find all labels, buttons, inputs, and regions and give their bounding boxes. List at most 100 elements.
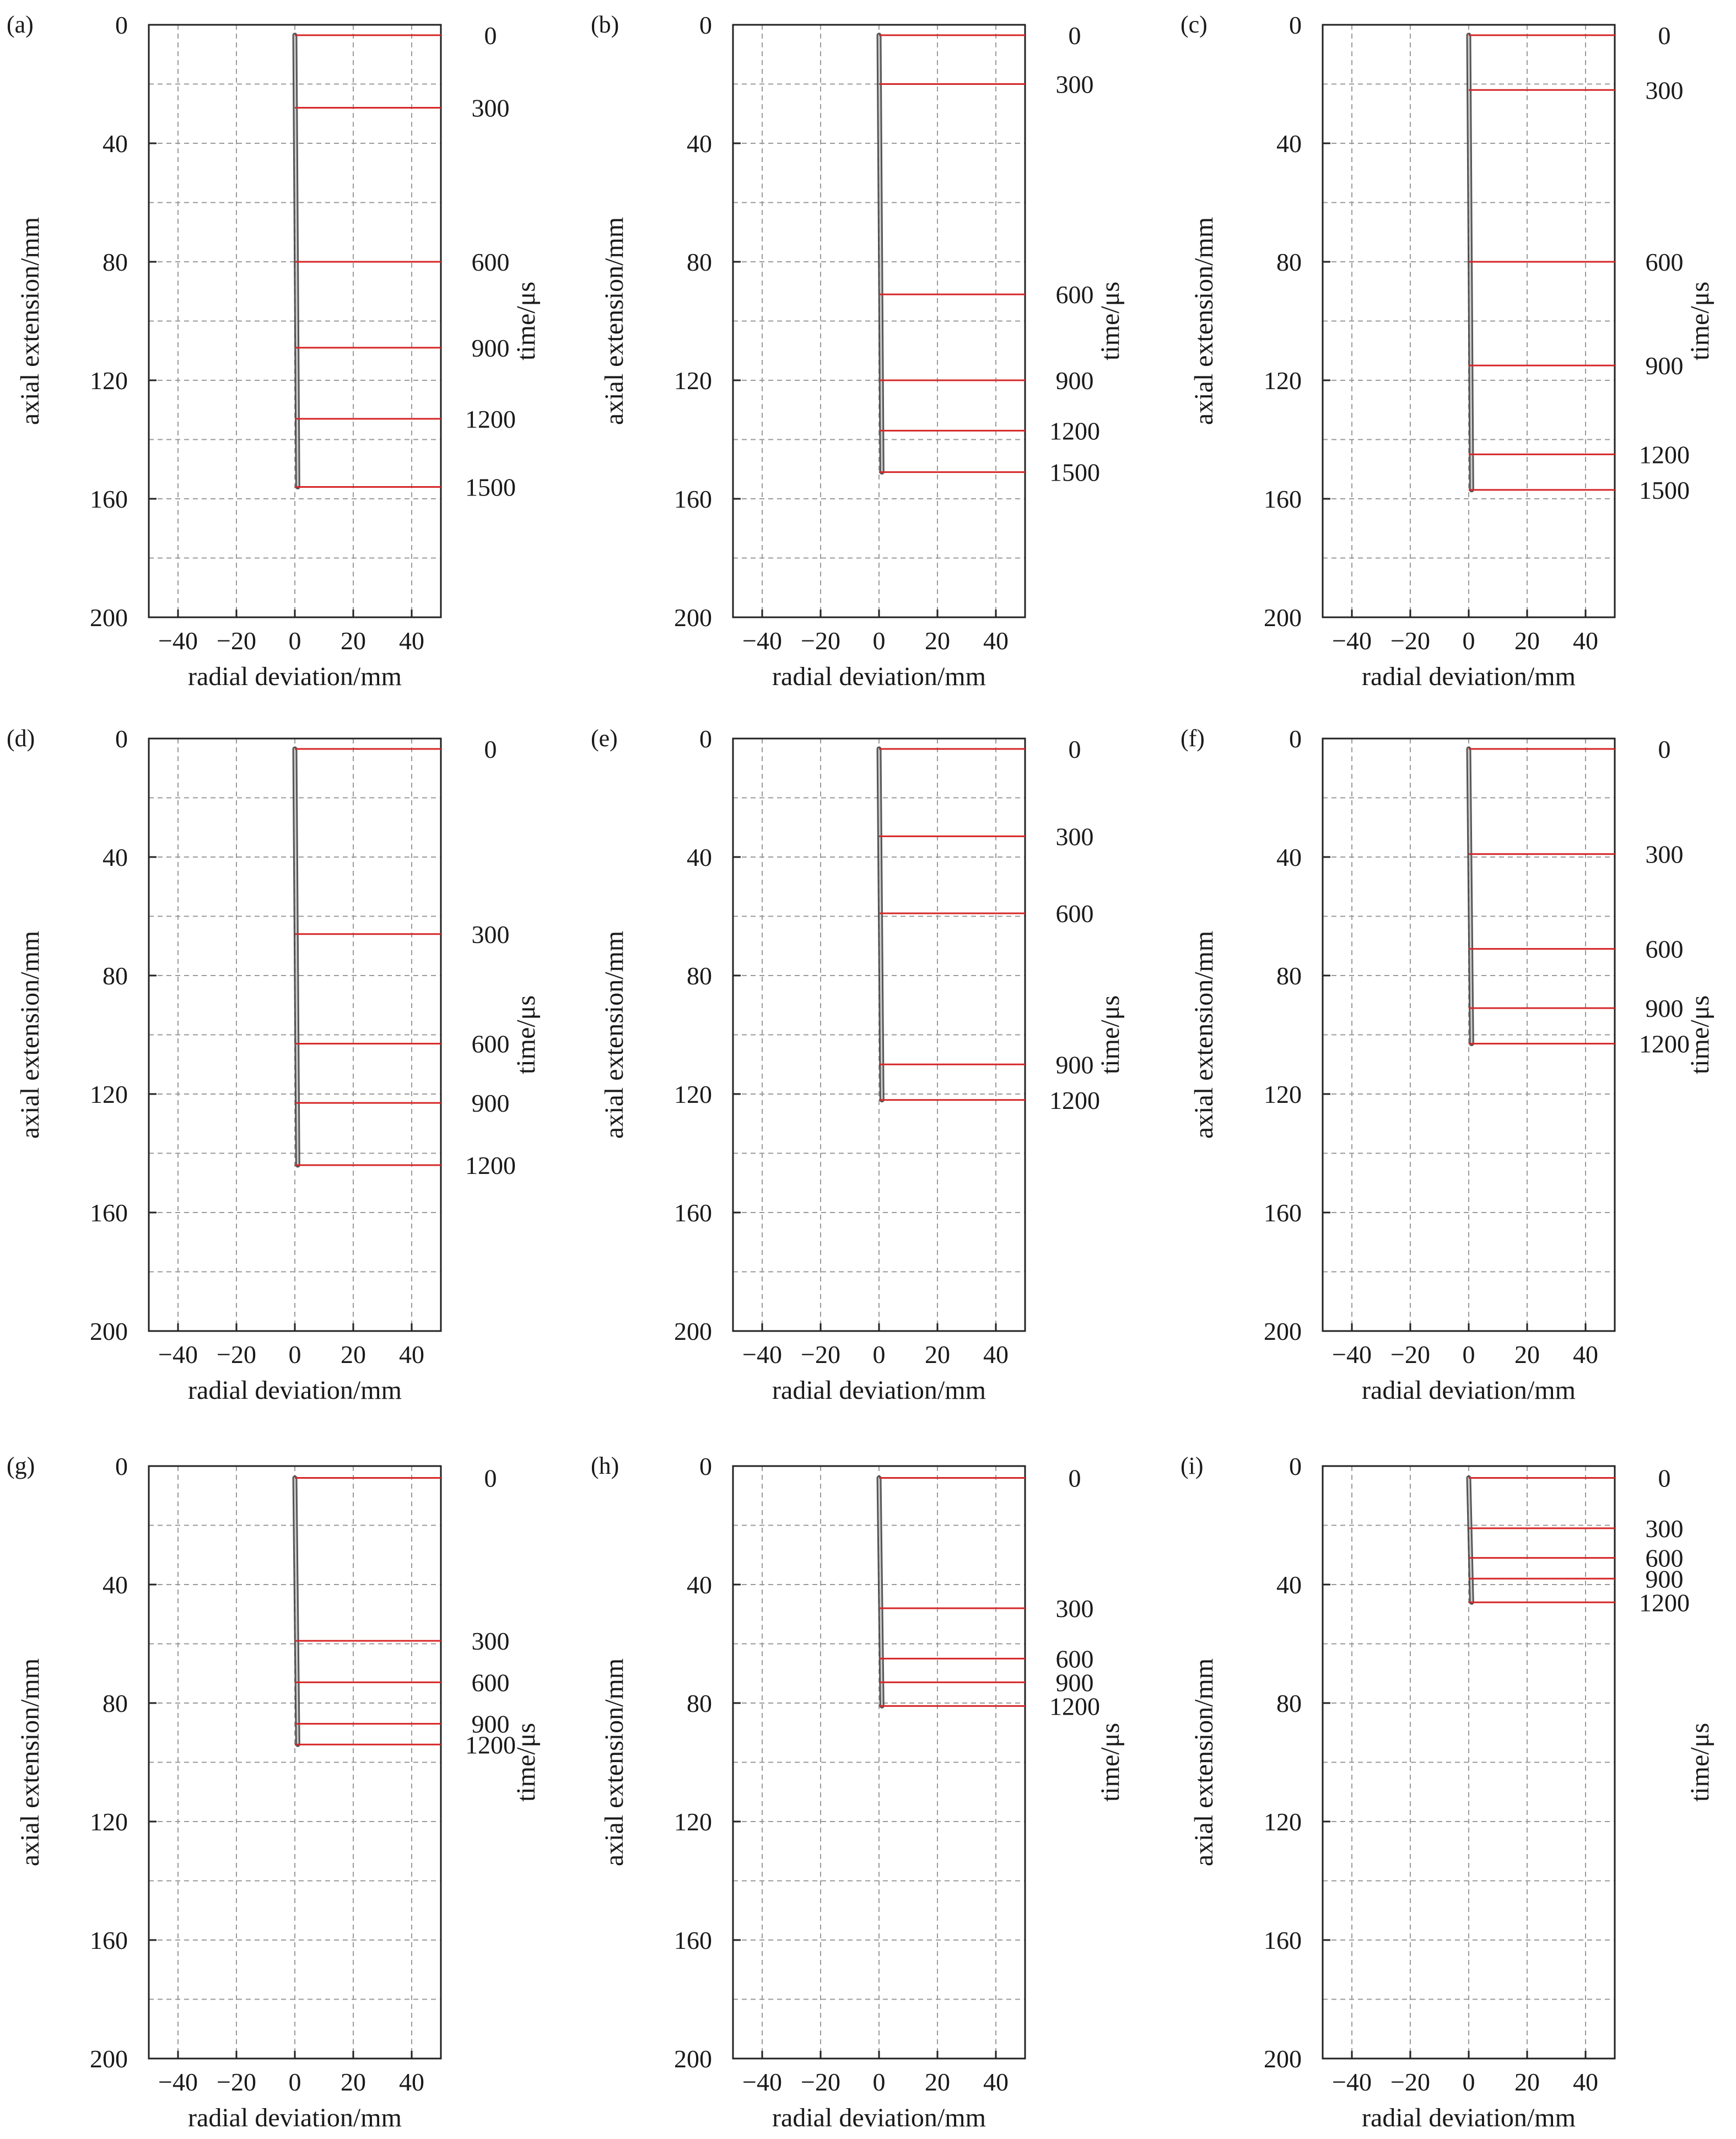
x-tick-label: −20 xyxy=(217,1340,256,1368)
x-axis-title: radial deviation/mm xyxy=(188,662,402,691)
x-axis-title: radial deviation/mm xyxy=(772,2103,986,2132)
x-axis-title: radial deviation/mm xyxy=(772,662,986,691)
x-tick-label: 20 xyxy=(925,627,950,655)
x-tick-label: 40 xyxy=(399,1340,424,1368)
subplot-e: −40 −20 0 20 40 0 40 80 120 160 200 radial deviatio… xyxy=(591,725,1125,1405)
y-tick-label: 40 xyxy=(1276,130,1302,158)
time-marker-label: 600 xyxy=(472,1668,510,1696)
time-marker-label: 1200 xyxy=(1049,1086,1100,1114)
time-marker-label: 0 xyxy=(1658,1464,1671,1493)
y-tick-label: 200 xyxy=(90,2045,128,2073)
y-tick-label: 40 xyxy=(1276,843,1302,871)
x-tick-label: −20 xyxy=(801,2068,840,2096)
time-marker-label: 900 xyxy=(1646,352,1684,380)
x-tick-label: 0 xyxy=(289,2068,301,2096)
time-marker-label: 600 xyxy=(1646,248,1684,276)
streamer-channel-core xyxy=(1468,748,1473,1045)
time-marker-label: 900 xyxy=(1056,1668,1094,1696)
time-marker-label: 0 xyxy=(484,735,497,763)
x-tick-label: 40 xyxy=(983,1340,1009,1368)
x-tick-label: −40 xyxy=(742,2068,782,2096)
y-tick-label: 120 xyxy=(1264,1080,1302,1108)
x-tick-label: 20 xyxy=(341,2068,366,2096)
time-marker-label: 900 xyxy=(1646,994,1684,1022)
x-tick-label: 20 xyxy=(925,2068,950,2096)
y-tick-label: 200 xyxy=(674,1317,712,1345)
y-tick-label: 0 xyxy=(699,11,712,39)
time-marker-label: 600 xyxy=(472,248,510,276)
y-tick-label: 200 xyxy=(90,604,128,632)
y-tick-label: 120 xyxy=(674,1080,712,1108)
time-marker-label: 0 xyxy=(1658,735,1671,763)
y-tick-label: 80 xyxy=(1276,1689,1302,1717)
y-tick-label: 160 xyxy=(90,1926,128,1954)
x-tick-label: −40 xyxy=(1332,627,1372,655)
y-tick-label: 120 xyxy=(90,367,128,395)
y-tick-label: 80 xyxy=(687,1689,712,1717)
y2-axis-title: time/μs xyxy=(511,1723,541,1802)
time-marker-label: 300 xyxy=(1646,1515,1684,1543)
x-tick-label: 40 xyxy=(983,627,1009,655)
x-tick-label: 0 xyxy=(873,627,886,655)
x-tick-label: 40 xyxy=(1573,627,1598,655)
streamer-channel-core xyxy=(1468,1477,1473,1603)
x-tick-label: 20 xyxy=(925,1340,950,1368)
x-tick-label: −20 xyxy=(1390,2068,1430,2096)
y-tick-label: 0 xyxy=(1289,11,1302,39)
time-marker-label: 600 xyxy=(1056,899,1094,928)
time-marker-label: 900 xyxy=(472,1089,510,1117)
y-tick-label: 120 xyxy=(1264,367,1302,395)
time-marker-label: 600 xyxy=(1056,1645,1094,1673)
streamer-channel-core xyxy=(878,748,883,1101)
streamer-channel-core xyxy=(878,34,883,473)
x-tick-label: 0 xyxy=(289,627,301,655)
x-tick-label: −20 xyxy=(801,627,840,655)
y-tick-label: 40 xyxy=(103,843,128,871)
y-axis-title: axial extension/mm xyxy=(600,931,629,1139)
streamer-channel-core xyxy=(878,1477,883,1707)
y-tick-label: 80 xyxy=(687,248,712,276)
y2-axis-title: time/μs xyxy=(1096,1723,1125,1802)
y2-axis-title: time/μs xyxy=(1685,995,1715,1074)
time-marker-label: 600 xyxy=(1646,935,1684,963)
time-marker-label: 1200 xyxy=(1049,1692,1100,1720)
y2-axis-title: time/μs xyxy=(1685,282,1715,360)
time-marker-label: 1200 xyxy=(1639,440,1690,468)
y-tick-label: 0 xyxy=(699,1452,712,1480)
x-tick-label: 40 xyxy=(983,2068,1009,2096)
y-tick-label: 80 xyxy=(103,962,128,990)
y-axis-title: axial extension/mm xyxy=(15,931,45,1139)
time-marker-label: 1200 xyxy=(1639,1588,1690,1617)
y2-axis-title: time/μs xyxy=(1096,282,1125,360)
x-axis-title: radial deviation/mm xyxy=(1362,1376,1576,1405)
x-tick-label: 0 xyxy=(1463,1340,1475,1368)
y-axis-title: axial extension/mm xyxy=(1189,217,1219,425)
time-marker-label: 300 xyxy=(472,920,510,949)
time-marker-label: 600 xyxy=(1056,281,1094,309)
time-marker-label: 1500 xyxy=(1639,476,1690,504)
x-tick-label: −40 xyxy=(158,2068,198,2096)
x-tick-label: −40 xyxy=(158,627,198,655)
y-tick-label: 80 xyxy=(1276,248,1302,276)
y-tick-label: 40 xyxy=(103,130,128,158)
y2-axis-title: time/μs xyxy=(511,995,541,1074)
y-tick-label: 160 xyxy=(674,485,712,513)
subplot-b: −40 −20 0 20 40 0 40 80 120 160 200 radial deviatio… xyxy=(591,11,1125,691)
y-tick-label: 40 xyxy=(687,130,712,158)
y-axis-title: axial extension/mm xyxy=(15,217,45,425)
panel-label: (f) xyxy=(1180,725,1205,752)
time-marker-label: 900 xyxy=(1056,367,1094,395)
x-tick-label: 20 xyxy=(1514,627,1540,655)
x-axis-title: radial deviation/mm xyxy=(1362,2103,1576,2132)
subplot-d: −40 −20 0 20 40 0 40 80 120 160 200 radial deviatio… xyxy=(7,725,541,1405)
y-tick-label: 40 xyxy=(687,843,712,871)
subplot-i: −40 −20 0 20 40 0 40 80 120 160 200 radial deviatio… xyxy=(1180,1452,1715,2132)
time-marker-label: 900 xyxy=(472,334,510,362)
y-tick-label: 120 xyxy=(1264,1808,1302,1836)
y-tick-label: 0 xyxy=(115,725,128,753)
time-marker-label: 0 xyxy=(484,1464,497,1493)
x-tick-label: 0 xyxy=(289,1340,301,1368)
time-marker-label: 900 xyxy=(1646,1565,1684,1593)
time-marker-label: 1500 xyxy=(465,473,516,502)
